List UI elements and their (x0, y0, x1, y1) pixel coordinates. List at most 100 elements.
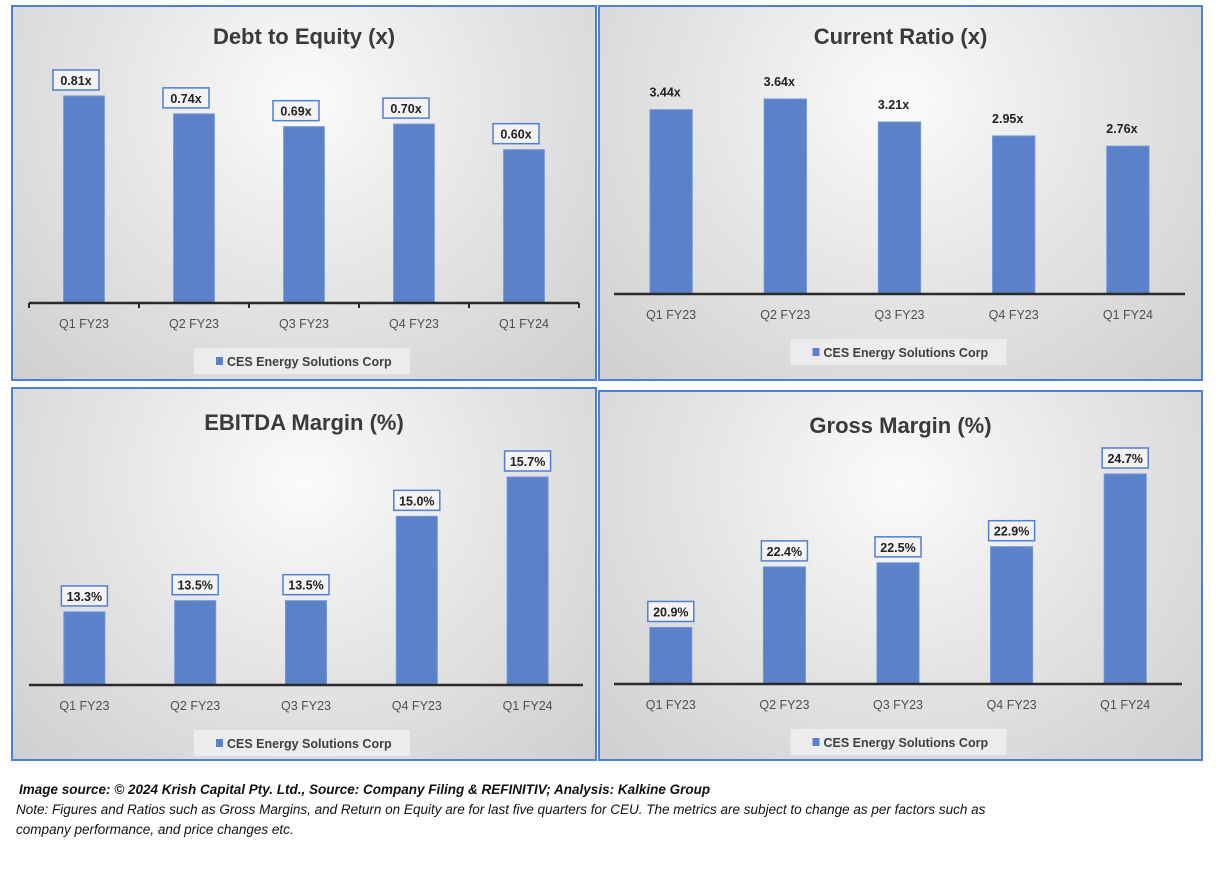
data-label: 2.95x (992, 112, 1023, 126)
data-label: 3.44x (649, 86, 680, 100)
data-label-box (647, 600, 695, 623)
bar (283, 126, 325, 304)
x-tick-label: Q3 FY23 (874, 308, 924, 322)
legend-box (790, 729, 1007, 755)
data-label: 3.21x (878, 98, 909, 112)
x-tick-label: Q1 FY23 (646, 698, 696, 712)
x-tick-label: Q2 FY23 (759, 698, 809, 712)
chart-panel-debt-to-equity: Debt to Equity (x) 0.81x Q1 FY23 0.74x Q2 FY… (11, 5, 597, 381)
data-label: 20.9% (653, 605, 688, 619)
x-tick-label: Q1 FY24 (499, 317, 549, 331)
chart-title: EBITDA Margin (%) (204, 410, 404, 435)
x-tick-label: Q4 FY23 (389, 317, 439, 331)
x-tick-label: Q1 FY24 (1100, 698, 1150, 712)
bar (649, 626, 693, 685)
data-label: 0.81x (60, 74, 91, 88)
legend-swatch (812, 348, 820, 356)
bar (1103, 473, 1147, 685)
legend-label: CES Energy Solutions Corp (227, 355, 392, 369)
chart-title: Debt to Equity (x) (213, 24, 395, 49)
chart-current-ratio: Current Ratio (x) 3.44x Q1 FY23 3.64x Q2 FY2… (614, 24, 1185, 365)
chart-debt-to-equity: Debt to Equity (x) 0.81x Q1 FY23 0.74x Q2 FY… (28, 24, 580, 374)
data-label: 2.76x (1106, 122, 1137, 136)
x-tick-label: Q4 FY23 (987, 698, 1037, 712)
bar (763, 98, 807, 295)
data-label: 0.74x (170, 92, 201, 106)
legend-swatch (812, 738, 820, 746)
data-label: 13.5% (288, 579, 323, 593)
x-tick-label: Q2 FY23 (169, 317, 219, 331)
bar (992, 135, 1036, 295)
legend-label: CES Energy Solutions Corp (824, 346, 989, 360)
chart-title: Gross Margin (%) (809, 413, 991, 438)
note-text-line-2: company performance, and price changes e… (16, 822, 294, 837)
data-label-box (282, 573, 330, 596)
note-text-line-1: Note: Figures and Ratios such as Gross M… (16, 802, 986, 817)
bar (506, 476, 549, 686)
data-label-box (760, 540, 809, 562)
bar (173, 113, 215, 304)
legend-label: CES Energy Solutions Corp (227, 737, 392, 751)
data-label-box (272, 99, 320, 122)
data-label-box (987, 519, 1036, 542)
legend-swatch (216, 357, 223, 365)
bar (285, 600, 327, 686)
x-tick-label: Q1 FY24 (503, 699, 553, 713)
data-label-box (492, 122, 540, 145)
bar (1106, 145, 1150, 295)
data-label-box (60, 585, 109, 607)
x-tick-label: Q4 FY23 (392, 699, 442, 713)
bar (63, 95, 105, 304)
x-tick-label: Q1 FY23 (646, 308, 696, 322)
bar (877, 121, 922, 295)
x-tick-label: Q1 FY23 (59, 317, 109, 331)
bar (63, 611, 106, 686)
bar (876, 562, 920, 685)
data-label: 15.0% (399, 494, 434, 508)
x-tick-label: Q3 FY23 (279, 317, 329, 331)
data-label: 22.4% (767, 545, 802, 559)
bar (393, 123, 435, 304)
x-tick-label: Q4 FY23 (989, 308, 1039, 322)
chart-panel-current-ratio: Current Ratio (x) 3.44x Q1 FY23 3.64x Q2 FY2… (598, 5, 1203, 381)
data-label-box (1101, 447, 1149, 469)
bar (395, 515, 438, 686)
data-label-box (393, 489, 441, 512)
data-label: 0.69x (280, 105, 311, 119)
data-label: 3.64x (764, 75, 795, 89)
data-label: 13.3% (67, 590, 102, 604)
bar (174, 600, 217, 686)
chart-ebitda-margin: EBITDA Margin (%) 13.3% Q1 FY23 13.5% Q2 FY2… (29, 410, 583, 756)
x-tick-label: Q3 FY23 (873, 698, 923, 712)
data-label-box (162, 87, 210, 109)
data-label: 15.7% (510, 455, 545, 469)
x-tick-label: Q1 FY24 (1103, 308, 1153, 322)
chart-panel-gross-margin: Gross Margin (%) 20.9% Q1 FY23 22.4% Q2 FY23… (598, 390, 1203, 761)
data-label: 0.70x (390, 102, 421, 116)
data-label-box (382, 97, 430, 119)
data-label: 13.5% (177, 579, 212, 593)
data-label-box (171, 573, 219, 596)
data-label: 24.7% (1107, 452, 1142, 466)
chart-gross-margin: Gross Margin (%) 20.9% Q1 FY23 22.4% Q2 FY23… (614, 413, 1182, 755)
legend-box (194, 348, 410, 374)
legend-swatch (216, 739, 223, 747)
bar (649, 109, 693, 295)
data-label-box (874, 536, 922, 558)
bar (762, 566, 806, 685)
x-tick-label: Q1 FY23 (59, 699, 109, 713)
x-tick-label: Q3 FY23 (281, 699, 331, 713)
data-label-box (503, 450, 552, 472)
chart-title: Current Ratio (x) (814, 24, 988, 49)
bar (990, 546, 1034, 685)
x-tick-label: Q2 FY23 (170, 699, 220, 713)
image-source-text: Image source: © 2024 Krish Capital Pty. … (19, 782, 711, 797)
legend-box (790, 339, 1007, 365)
data-label-box (52, 69, 100, 91)
footer: Image source: © 2024 Krish Capital Pty. … (16, 780, 1206, 840)
bar (503, 149, 545, 304)
chart-panel-ebitda-margin: EBITDA Margin (%) 13.3% Q1 FY23 13.5% Q2 FY2… (11, 387, 597, 761)
legend-label: CES Energy Solutions Corp (824, 736, 989, 750)
data-label: 22.5% (880, 541, 915, 555)
x-tick-label: Q2 FY23 (760, 308, 810, 322)
